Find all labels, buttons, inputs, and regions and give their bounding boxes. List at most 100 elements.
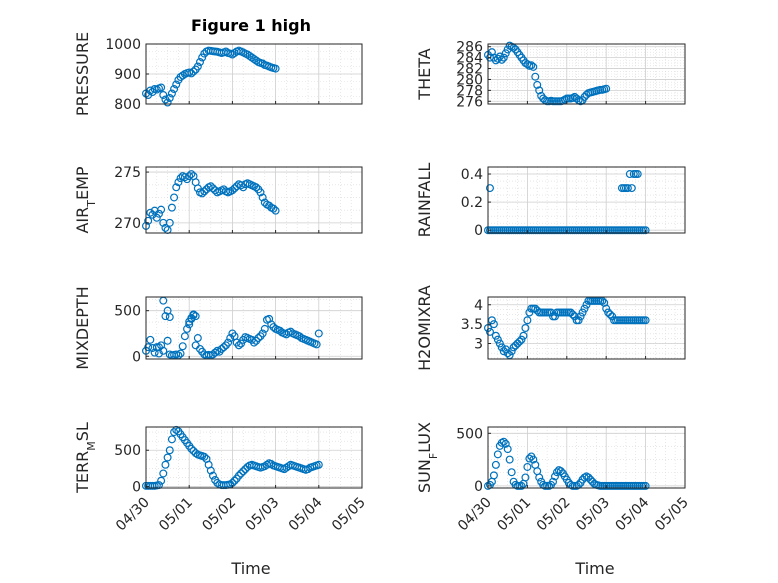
data-point — [535, 473, 544, 482]
data-point — [170, 84, 179, 93]
data-point — [641, 481, 650, 490]
y-tick-label: 800 — [114, 97, 141, 113]
y-tick-label: 3 — [474, 337, 483, 353]
data-point — [230, 476, 239, 485]
data-point — [550, 472, 559, 481]
y-tick-label: 500 — [114, 443, 141, 459]
data-point — [193, 62, 202, 71]
subplot-rainfall: 0 0.2 0.4 RAINFALL — [415, 163, 686, 239]
data-point — [531, 72, 540, 81]
data-point — [515, 337, 524, 346]
y-tick-label: 275 — [114, 165, 141, 181]
y-tick-label: 280 — [456, 72, 483, 88]
data-point — [489, 471, 498, 480]
data-point — [503, 445, 512, 454]
data-point — [586, 475, 595, 484]
axes-box — [145, 296, 363, 360]
data-point — [529, 455, 538, 464]
data-point — [234, 471, 243, 480]
data-point — [252, 183, 261, 192]
data-point — [505, 455, 514, 464]
data-point — [144, 343, 153, 352]
data-point — [165, 218, 174, 227]
data-point — [237, 469, 246, 478]
data-point — [606, 310, 615, 319]
data-point — [260, 324, 269, 333]
data-point — [178, 71, 187, 80]
data-point — [503, 349, 512, 358]
data-point — [161, 460, 170, 469]
data-point — [552, 468, 561, 477]
data-point — [206, 182, 215, 191]
data-point — [187, 444, 196, 453]
data-point — [495, 339, 504, 348]
y-axis-label-main: TERR — [73, 451, 92, 494]
data-point — [258, 329, 267, 338]
x-axis-label-right: Time — [574, 559, 614, 578]
data-point — [191, 449, 200, 458]
data-point — [625, 170, 634, 179]
data-point — [314, 460, 323, 469]
data-point — [172, 80, 181, 89]
data-point — [258, 193, 267, 202]
data-point — [234, 341, 243, 350]
data-point — [485, 327, 494, 336]
y-tick-label: 0 — [132, 480, 141, 496]
data-point — [157, 205, 166, 214]
y-axis-label-subscript: F — [427, 453, 440, 459]
data-point — [178, 342, 187, 351]
data-point — [174, 178, 183, 187]
data-point — [507, 468, 516, 477]
y-axis-label-main: THETA — [415, 48, 434, 100]
data-point — [641, 316, 650, 325]
data-point — [527, 61, 536, 70]
data-point — [525, 454, 534, 463]
data-point — [574, 316, 583, 325]
y-tick-label: 3.5 — [461, 317, 483, 333]
y-axis-label: RAINFALL — [415, 163, 434, 238]
data-point — [180, 332, 189, 341]
axes-box — [487, 43, 686, 105]
data-point — [167, 435, 176, 444]
data-point — [523, 462, 532, 471]
data-point — [623, 184, 632, 193]
y-tick-label: 500 — [114, 304, 141, 320]
y-axis-label-main: MIXDEPTH — [73, 286, 92, 369]
data-point — [499, 53, 508, 62]
subplot-h2o: 3 3.5 4 H2OMIXRA — [415, 285, 686, 371]
data-point — [578, 308, 587, 317]
data-point — [493, 54, 502, 63]
data-point — [533, 80, 542, 89]
y-tick-label: 4 — [474, 298, 483, 314]
y-tick-label: 0.4 — [461, 167, 483, 183]
data-point — [154, 209, 163, 218]
data-point — [487, 316, 496, 325]
data-point — [157, 476, 166, 485]
y-tick-label: 284 — [456, 51, 483, 67]
data-point — [193, 184, 202, 193]
data-point — [172, 183, 181, 192]
data-point — [499, 437, 508, 446]
data-point — [198, 189, 207, 198]
data-point — [163, 98, 172, 107]
data-point — [491, 460, 500, 469]
data-point — [521, 324, 530, 333]
data-point — [157, 83, 166, 92]
data-point — [258, 59, 267, 68]
data-point — [602, 84, 611, 93]
data-point — [519, 331, 528, 340]
y-tick-label: 282 — [456, 62, 483, 78]
y-axis-label-rest: EMP — [73, 166, 92, 200]
data-point — [535, 86, 544, 95]
y-tick-label: 276 — [456, 94, 483, 110]
data-point — [517, 481, 526, 490]
data-point — [144, 216, 153, 225]
figure-title: Figure 1 high — [191, 16, 311, 35]
data-point — [159, 346, 168, 355]
data-point — [267, 460, 276, 469]
data-point — [517, 335, 526, 344]
y-axis-label-subscript: M — [85, 441, 98, 451]
y-tick-label: 278 — [456, 83, 483, 99]
data-point — [163, 336, 172, 345]
y-axis-label-subscript: T — [85, 200, 98, 208]
